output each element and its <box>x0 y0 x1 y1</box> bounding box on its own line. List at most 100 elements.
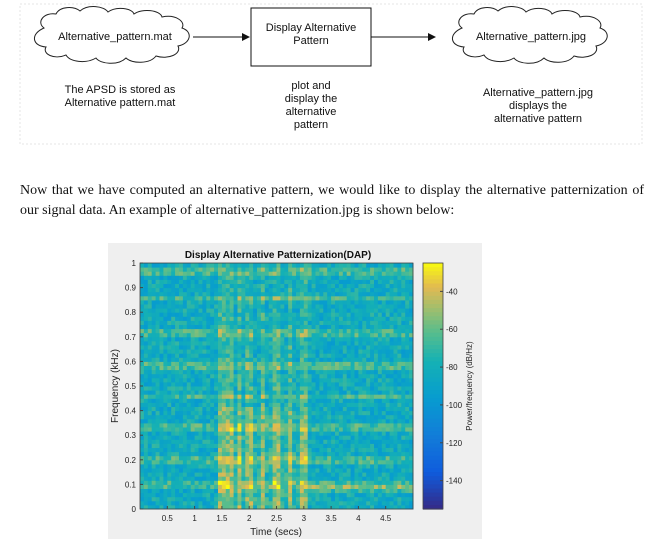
heatmap-cell <box>350 435 355 440</box>
heatmap-cell <box>370 390 375 395</box>
heatmap-cell <box>182 316 188 321</box>
heatmap-cell <box>288 349 293 354</box>
heatmap-cell <box>147 496 153 502</box>
heatmap-cell <box>385 275 391 280</box>
heatmap-cell <box>292 369 297 375</box>
heatmap-cell <box>307 418 313 424</box>
heatmap-cell <box>276 336 281 342</box>
heatmap-cell <box>179 472 184 477</box>
heatmap-cell <box>221 365 227 371</box>
heatmap-cell <box>171 271 176 276</box>
heatmap-cell <box>257 410 262 416</box>
heatmap-cell <box>311 263 316 268</box>
heatmap-cell <box>182 435 188 440</box>
heatmap-cell <box>323 447 328 453</box>
heatmap-cell <box>257 414 262 420</box>
heatmap-cell <box>303 484 309 489</box>
heatmap-cell <box>385 488 391 494</box>
heatmap-cell <box>401 361 406 366</box>
heatmap-cell <box>342 353 348 358</box>
heatmap-cell <box>409 357 414 362</box>
heatmap-cell <box>405 476 410 481</box>
heatmap-cell <box>253 308 258 313</box>
heatmap-cell <box>342 406 348 412</box>
heatmap-cell <box>198 480 203 485</box>
heatmap-cell <box>260 316 266 321</box>
heatmap-cell <box>182 299 188 305</box>
heatmap-cell <box>303 324 309 330</box>
heatmap-cell <box>409 332 414 338</box>
heatmap-cell <box>315 267 320 272</box>
heatmap-cell <box>210 345 215 350</box>
heatmap-cell <box>292 361 297 366</box>
heatmap-cell <box>225 435 231 440</box>
heatmap-cell <box>202 496 207 502</box>
heatmap-cell <box>409 283 414 289</box>
heatmap-cell <box>303 472 309 477</box>
heatmap-cell <box>214 439 219 444</box>
heatmap-cell <box>323 299 328 305</box>
heatmap-cell <box>342 463 348 469</box>
heatmap-cell <box>233 283 238 289</box>
heatmap-cell <box>257 279 262 284</box>
heatmap-cell <box>264 316 270 321</box>
heatmap-cell <box>377 455 383 461</box>
heatmap-cell <box>233 299 238 305</box>
heatmap-cell <box>401 353 406 358</box>
heatmap-cell <box>354 271 359 276</box>
heatmap-cell <box>284 463 289 469</box>
heatmap-cell <box>214 316 219 321</box>
heatmap-cell <box>171 500 176 506</box>
heatmap-cell <box>362 394 367 399</box>
heatmap-cell <box>338 504 344 510</box>
heatmap-cell <box>358 431 363 436</box>
heatmap-cell <box>323 398 328 403</box>
heatmap-cell <box>331 357 336 362</box>
heatmap-cell <box>381 267 387 272</box>
heatmap-cell <box>288 390 293 395</box>
heatmap-cell <box>167 357 172 362</box>
heatmap-cell <box>350 349 355 354</box>
heatmap-cell <box>264 365 270 371</box>
heatmap-cell <box>280 484 285 489</box>
heatmap-cell <box>171 267 176 272</box>
heatmap-cell <box>159 373 164 379</box>
heatmap-cell <box>370 496 375 502</box>
heatmap-cell <box>338 316 344 321</box>
heatmap-cell <box>257 484 262 489</box>
heatmap-cell <box>335 312 340 317</box>
heatmap-cell <box>221 443 227 448</box>
heatmap-cell <box>163 353 168 358</box>
heatmap-cell <box>374 472 379 477</box>
heatmap-cell <box>175 414 180 420</box>
heatmap-cell <box>370 328 375 334</box>
heatmap-cell <box>249 361 254 366</box>
heatmap-cell <box>393 500 398 506</box>
heatmap-cell <box>358 406 363 412</box>
heatmap-cell <box>186 336 192 342</box>
heatmap-cell <box>342 431 348 436</box>
heatmap-cell <box>284 267 289 272</box>
heatmap-cell <box>163 390 168 395</box>
heatmap-cell <box>284 295 289 301</box>
colorbar-segment <box>423 468 443 473</box>
heatmap-cell <box>249 320 254 325</box>
heatmap-cell <box>206 459 211 465</box>
heatmap-cell <box>342 451 348 457</box>
heatmap-cell <box>245 484 250 489</box>
heatmap-cell <box>323 324 328 330</box>
heatmap-cell <box>206 287 211 293</box>
heatmap-cell <box>315 369 320 375</box>
heatmap-cell <box>331 472 336 477</box>
heatmap-cell <box>284 291 289 297</box>
heatmap-cell <box>253 402 258 407</box>
heatmap-cell <box>214 476 219 481</box>
heatmap-cell <box>245 476 250 481</box>
heatmap-cell <box>292 459 297 465</box>
colorbar-tick-label: -140 <box>446 477 463 486</box>
heatmap-cell <box>155 349 160 354</box>
heatmap-cell <box>198 263 203 268</box>
heatmap-cell <box>229 451 235 457</box>
heatmap-cell <box>296 496 301 502</box>
heatmap-cell <box>159 488 164 494</box>
